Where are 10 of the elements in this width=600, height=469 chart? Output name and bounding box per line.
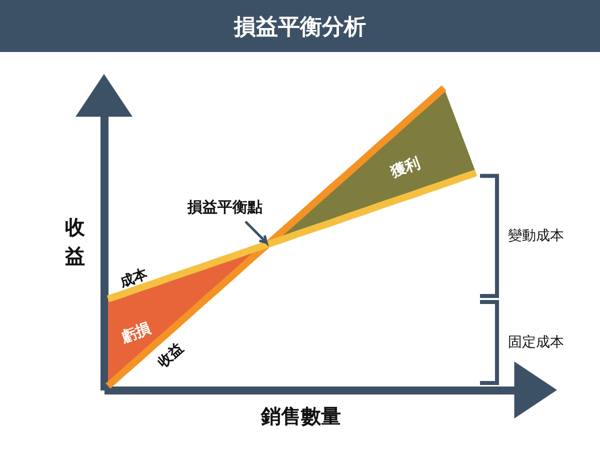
series-label: 獲利: [387, 154, 422, 182]
x-axis-title: 銷售數量: [260, 404, 342, 428]
text: 成本: [117, 266, 151, 291]
text: 收益: [155, 340, 187, 371]
annotation: 損益平衡點: [186, 198, 262, 216]
text: 固定成本: [508, 334, 564, 350]
text: 變動成本: [508, 228, 564, 244]
y-axis-title: 收益: [64, 215, 86, 268]
chart-title: 損益平衡分析: [233, 15, 366, 40]
series-label: 虧損: [118, 318, 154, 346]
